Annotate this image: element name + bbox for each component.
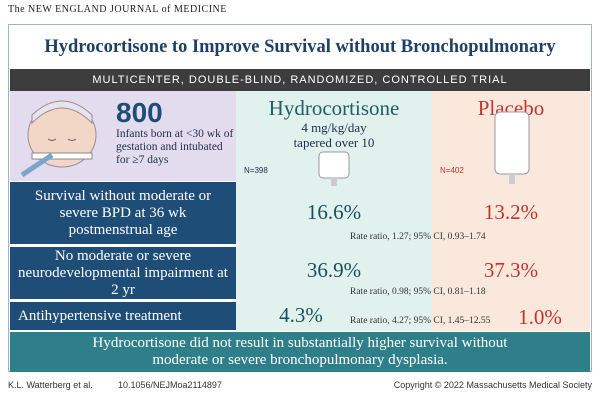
journal: The NEW ENGLAND JOURNAL of MEDICINE xyxy=(8,4,227,15)
statistic: Rate ratio, 0.98; 95% CI, 0.81–1.18 xyxy=(350,287,486,297)
copyright: Copyright © 2022 Massachusetts Medical S… xyxy=(393,380,592,390)
statistic: Rate ratio, 4.27; 95% CI, 1.45–12.55 xyxy=(350,316,491,326)
doi: 10.1056/NEJMoa2114897 xyxy=(118,380,222,390)
outcome-label: Survival without moderate or severe BPD … xyxy=(10,182,236,244)
banner: MULTICENTER, DOUBLE-BLIND, RANDOMIZED, C… xyxy=(10,69,590,91)
iv-bag xyxy=(318,151,350,186)
placebo-value: 37.3% xyxy=(483,258,539,282)
infant-illustration xyxy=(20,100,97,178)
arm-name: Hydrocortisone xyxy=(268,96,400,120)
iv-bag xyxy=(494,111,530,184)
placebo-value: 13.2% xyxy=(483,200,539,224)
outcome-label: No moderate or severe neurodevelopmental… xyxy=(10,247,236,299)
arm-n: N=402 xyxy=(440,166,464,175)
hydrocortisone-value: 36.9% xyxy=(306,258,362,282)
hydrocortisone-value: 4.3% xyxy=(279,303,323,327)
population-description: Infants born at <30 wk of gestation and … xyxy=(116,128,234,166)
statistic: Rate ratio, 1.27; 95% CI, 0.93–1.74 xyxy=(350,232,486,242)
population-count: 800 xyxy=(116,97,163,128)
authors: K.L. Watterberg et al. xyxy=(8,380,93,390)
placebo-value: 1.0% xyxy=(518,305,562,329)
arm-n: N=398 xyxy=(244,166,268,175)
hydrocortisone-column xyxy=(236,91,432,331)
hydrocortisone-value: 16.6% xyxy=(306,200,362,224)
outcome-label: Antihypertensive treatment xyxy=(10,302,236,330)
title: Hydrocortisone to Improve Survival witho… xyxy=(44,37,556,91)
conclusion: Hydrocortisone did not result in substan… xyxy=(10,332,590,372)
